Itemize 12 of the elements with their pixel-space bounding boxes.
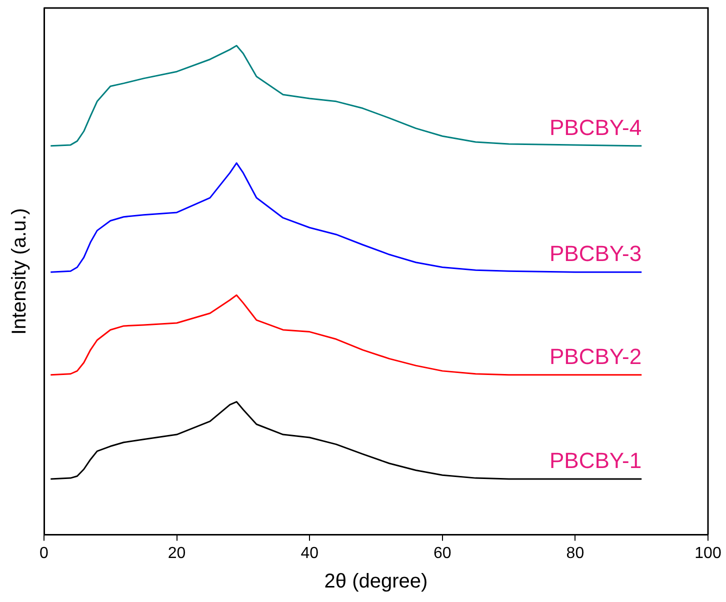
- x-tick-label: 20: [168, 544, 186, 562]
- series-label: PBCBY-4: [549, 115, 642, 140]
- x-axis-title: 2θ (degree): [324, 570, 428, 593]
- y-axis-title: Intensity (a.u.): [8, 208, 31, 335]
- x-tick-label: 40: [300, 544, 319, 562]
- series-label: PBCBY-1: [549, 448, 642, 474]
- series-label: PBCBY-2: [549, 344, 642, 369]
- x-tick-label: 100: [694, 544, 722, 562]
- series-label: PBCBY-3: [549, 241, 642, 266]
- x-tick-label: 0: [40, 544, 49, 562]
- x-tick-label: 80: [566, 544, 584, 562]
- x-tick-label: 60: [434, 544, 452, 562]
